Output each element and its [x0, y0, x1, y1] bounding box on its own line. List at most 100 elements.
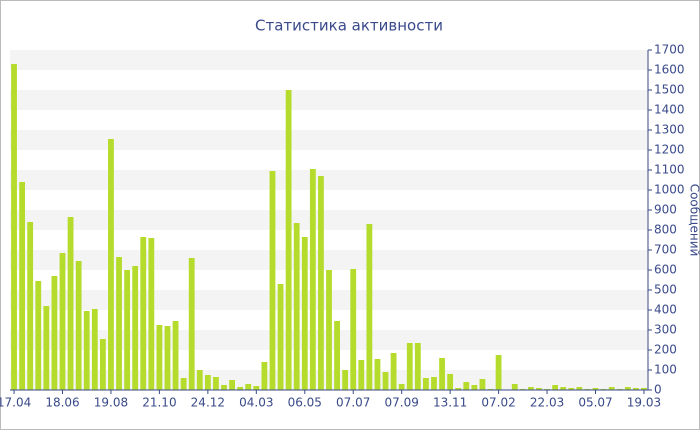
- y-tick-label: 600: [654, 263, 677, 277]
- bar: [592, 388, 599, 390]
- bar: [334, 321, 340, 390]
- bar: [382, 372, 389, 390]
- bar: [423, 378, 429, 390]
- grid-band: [10, 50, 648, 70]
- bar: [511, 384, 518, 390]
- bar: [326, 270, 332, 390]
- bar: [624, 387, 631, 390]
- y-tick-label: 1200: [654, 143, 685, 157]
- bar: [164, 326, 171, 390]
- bar: [285, 90, 292, 390]
- bar: [67, 217, 74, 390]
- bar: [51, 276, 58, 390]
- bar: [406, 343, 413, 390]
- grid-band: [10, 250, 648, 270]
- bar: [309, 169, 316, 390]
- bar: [269, 171, 276, 390]
- bar: [221, 385, 227, 390]
- bar: [27, 222, 34, 390]
- bar: [148, 238, 155, 390]
- bar: [632, 388, 639, 390]
- y-tick-label: 1300: [654, 123, 685, 137]
- bar: [608, 387, 615, 390]
- y-tick-label: 1500: [654, 83, 685, 97]
- bar: [99, 339, 106, 390]
- bar: [641, 388, 647, 390]
- bar: [180, 378, 187, 390]
- x-tick-label: 07.02: [481, 396, 515, 410]
- bar: [455, 388, 462, 390]
- bar: [390, 353, 397, 390]
- x-tick-label: 22.03: [530, 396, 564, 410]
- y-tick-label: 400: [654, 303, 677, 317]
- bar: [196, 370, 203, 390]
- y-tick-label: 100: [654, 363, 677, 377]
- bar: [350, 269, 357, 390]
- x-tick-label: 19.03: [627, 396, 661, 410]
- x-tick-label: 17.04: [0, 396, 31, 410]
- bar: [471, 385, 478, 390]
- bar: [463, 382, 470, 390]
- bar: [495, 355, 502, 390]
- bar: [374, 359, 381, 390]
- bar: [479, 379, 486, 390]
- y-tick-label: 1100: [654, 163, 685, 177]
- bar: [560, 387, 567, 390]
- bar: [59, 253, 66, 390]
- y-tick-label: 500: [654, 283, 677, 297]
- bar: [172, 321, 179, 390]
- bar: [204, 375, 211, 390]
- x-tick-label: 18.06: [45, 396, 79, 410]
- bar: [439, 358, 445, 390]
- bar: [91, 309, 98, 390]
- y-tick-label: 1600: [654, 63, 685, 77]
- y-tick-label: 1400: [654, 103, 685, 117]
- bar: [43, 306, 50, 390]
- bar: [277, 284, 284, 390]
- y-tick-label: 900: [654, 203, 677, 217]
- grid-band: [10, 130, 648, 150]
- bar: [447, 374, 454, 390]
- bar: [301, 237, 308, 390]
- y-tick-label: 800: [654, 223, 677, 237]
- bar: [19, 182, 26, 390]
- bar: [229, 380, 235, 390]
- bar: [293, 223, 300, 390]
- bar: [536, 388, 542, 390]
- x-tick-label: 05.07: [578, 396, 612, 410]
- bar: [116, 257, 122, 390]
- x-tick-label: 13.11: [433, 396, 467, 410]
- bar: [366, 224, 373, 390]
- bar: [188, 258, 195, 390]
- bar: [527, 387, 534, 390]
- bar: [11, 64, 17, 390]
- y-tick-label: 1000: [654, 183, 685, 197]
- bar: [431, 377, 437, 390]
- bar: [156, 325, 163, 390]
- chart-title: Статистика активности: [255, 17, 443, 35]
- bar: [213, 377, 219, 390]
- bar: [237, 387, 244, 390]
- grid-band: [10, 90, 648, 110]
- grid-band: [10, 170, 648, 190]
- bar: [140, 237, 147, 390]
- x-tick-label: 24.12: [191, 396, 225, 410]
- bar: [253, 386, 260, 390]
- bar: [342, 370, 349, 390]
- y-tick-label: 300: [654, 323, 677, 337]
- bar: [124, 270, 131, 390]
- bar: [552, 385, 559, 390]
- y-axis-label: Сообщений: [688, 184, 700, 257]
- bar: [83, 311, 90, 390]
- grid-band: [10, 210, 648, 230]
- bar: [318, 176, 324, 390]
- x-tick-label: 04.03: [239, 396, 273, 410]
- bar: [245, 384, 252, 390]
- x-tick-label: 07.07: [336, 396, 370, 410]
- y-tick-label: 0: [654, 383, 662, 397]
- bar: [75, 261, 82, 390]
- bar: [132, 266, 139, 390]
- x-tick-label: 21.10: [142, 396, 176, 410]
- bar: [398, 384, 405, 390]
